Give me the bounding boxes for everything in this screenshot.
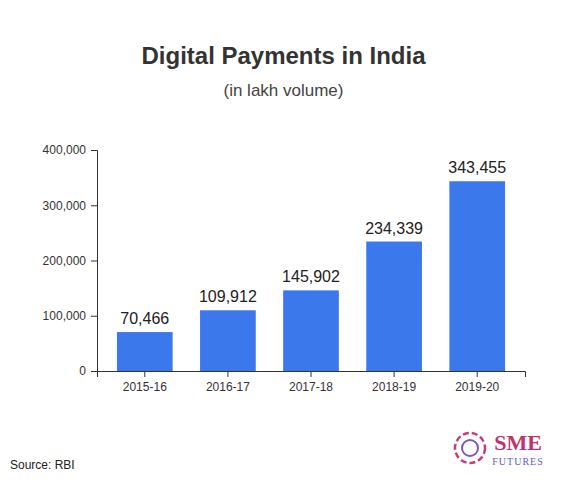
y-axis-line xyxy=(91,151,98,372)
y-axis: 0 100,000 200,000 300,000 400,000 xyxy=(43,143,98,378)
data-labels: 70,466 109,912 145,902 234,339 343,455 xyxy=(120,159,506,327)
y-tick-mark xyxy=(91,150,97,151)
y-tick-label: 200,000 xyxy=(43,254,87,268)
logo: SMEFUTURES xyxy=(455,430,544,467)
y-tick-label: 300,000 xyxy=(43,199,87,213)
subtitle: (in lakh volume) xyxy=(224,81,344,100)
logo-core xyxy=(462,440,478,456)
x-tick-mark xyxy=(394,371,395,377)
y-tick-mark xyxy=(91,261,97,262)
bar xyxy=(449,181,505,371)
y-tick: 100,000 xyxy=(43,309,97,323)
x-tick: 2016-17 xyxy=(206,371,250,394)
data-label: 234,339 xyxy=(365,220,423,237)
y-tick-mark xyxy=(91,205,97,206)
y-tick-mark xyxy=(91,316,97,317)
x-tick: 2018-19 xyxy=(372,371,416,394)
chart: Digital Payments in India (in lakh volume… xyxy=(0,0,567,480)
data-label: 145,902 xyxy=(282,268,340,285)
bar xyxy=(283,290,339,371)
background xyxy=(0,0,567,480)
data-label: 343,455 xyxy=(448,159,506,176)
bars xyxy=(117,181,505,371)
x-tick-mark xyxy=(227,371,228,377)
y-tick-mark xyxy=(91,371,97,372)
bar xyxy=(366,242,422,371)
y-tick: 300,000 xyxy=(43,199,97,213)
bar xyxy=(117,332,173,371)
x-tick-label: 2016-17 xyxy=(206,380,250,394)
x-tick-mark xyxy=(477,371,478,377)
logo-subtext: FUTURES xyxy=(492,456,543,467)
x-tick-label: 2015-16 xyxy=(123,380,167,394)
y-tick: 200,000 xyxy=(43,254,97,268)
y-tick-label: 400,000 xyxy=(43,143,87,157)
x-tick: 2019-20 xyxy=(455,371,499,394)
x-axis: 2015-16 2016-17 2017-18 2018-19 2019-20 xyxy=(98,371,526,394)
x-tick-label: 2018-19 xyxy=(372,380,416,394)
x-tick: 2017-18 xyxy=(289,371,333,394)
data-label: 70,466 xyxy=(120,310,169,327)
y-tick: 0 xyxy=(79,364,97,378)
source: Source: RBI xyxy=(10,458,75,472)
y-tick-label: 0 xyxy=(79,364,86,378)
bar xyxy=(200,310,256,371)
x-tick-label: 2017-18 xyxy=(289,380,333,394)
x-tick: 2015-16 xyxy=(123,371,167,394)
data-label: 109,912 xyxy=(199,288,257,305)
x-axis-line xyxy=(98,372,526,378)
y-tick-label: 100,000 xyxy=(43,309,87,323)
logo-ring xyxy=(455,433,485,463)
logo-text: SME xyxy=(494,430,542,455)
y-tick: 400,000 xyxy=(43,143,97,157)
title: Digital Payments in India xyxy=(141,42,426,69)
x-tick-label: 2019-20 xyxy=(455,380,499,394)
x-tick-mark xyxy=(144,371,145,377)
x-tick-mark xyxy=(311,371,312,377)
